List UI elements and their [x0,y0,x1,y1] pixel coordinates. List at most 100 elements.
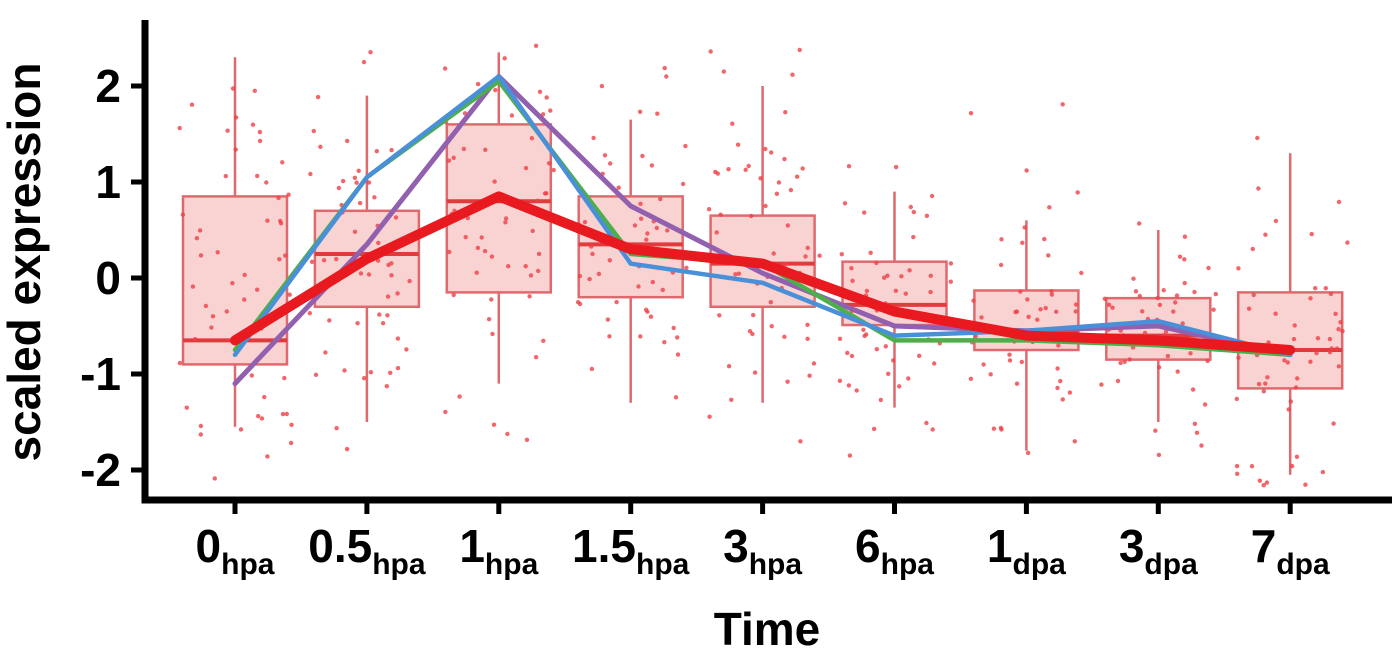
jitter-point [230,86,236,91]
jitter-point [1022,225,1027,230]
jitter-point [210,314,216,319]
jitter-point [224,309,229,314]
jitter-point [544,95,549,100]
jitter-point [505,431,510,437]
jitter-point [991,426,997,431]
jitter-point [747,329,753,334]
x-tick-unit: dpa [1276,548,1330,581]
jitter-point [362,376,367,381]
jitter-point [1202,402,1208,407]
jitter-point [803,254,808,259]
jitter-point [1058,378,1063,384]
jitter-point [971,298,976,303]
jitter-point [589,244,594,249]
jitter-point [1309,231,1314,237]
jitter-point [1025,297,1030,302]
jitter-point [769,324,774,329]
jitter-point [805,322,810,327]
jitter-point [1340,328,1345,334]
jitter-point [998,425,1004,431]
jitter-point [503,216,509,221]
jitter-point [1014,381,1020,386]
jitter-point [998,262,1004,268]
jitter-point [1110,305,1115,310]
y-tick-label: 2 [95,60,121,112]
jitter-point [1261,389,1267,394]
jitter-point [1251,292,1256,298]
jitter-point [907,268,912,273]
jitter-point [1320,469,1326,475]
jitter-point [1264,480,1270,485]
jitter-point [783,262,788,267]
jitter-point [1156,365,1162,370]
jitter-point [198,423,204,429]
series-lines-group [230,73,1296,387]
jitter-point [743,167,748,172]
jitter-point [1213,291,1219,297]
x-tick-unit: hpa [881,548,935,581]
jitter-point [189,102,195,107]
jitter-point [776,180,782,185]
jitter-point [446,158,452,163]
jitter-point [861,327,866,332]
jitter-point [968,111,974,116]
jitter-point [648,314,654,319]
jitter-point [847,453,853,458]
jitter-point [1314,350,1319,356]
jitter-point [662,65,667,71]
jitter-point [882,275,887,280]
jitter-point [463,234,468,240]
jitter-point [1199,443,1204,448]
jitter-point [225,128,230,133]
jitter-point [899,274,904,279]
jitter-point [336,185,342,191]
jitter-point [404,347,409,352]
x-tick-unit: hpa [372,548,426,581]
jitter-point [911,234,916,240]
jitter-point [223,173,228,179]
jitter-point [973,334,978,339]
jitter-point [490,331,495,337]
jitter-point [726,364,732,369]
jitter-point [489,254,495,259]
jitter-point [607,334,612,339]
jitter-point [758,176,763,181]
jitter-point [1236,355,1241,360]
jitter-point [608,161,613,166]
jitter-point [283,253,288,258]
jitter-point [1020,240,1025,245]
jitter-point [1007,352,1012,357]
jitter-point [749,213,754,219]
jitter-point [198,432,203,437]
jitter-point [868,250,873,255]
jitter-point [358,271,364,276]
jitter-point [523,264,528,269]
jitter-point [1192,421,1198,426]
x-tick-unit: hpa [485,548,539,581]
jitter-point [193,337,198,342]
jitter-point [850,278,855,283]
jitter-point [730,121,735,126]
jitter-point [707,414,712,419]
jitter-point [1293,385,1299,390]
jitter-point [680,181,686,187]
jitter-point [368,50,373,55]
jitter-point [1155,295,1161,301]
jitter-point [443,409,448,415]
jitter-point [368,370,374,375]
jitter-point [354,180,359,185]
jitter-point [928,273,933,278]
jitter-point [675,335,680,340]
x-tick-value: 3 [723,520,749,572]
jitter-point [461,146,467,152]
jitter-point [528,273,534,278]
jitter-point [948,279,953,284]
jitter-point [1173,300,1178,305]
jitter-point [493,87,498,93]
jitter-point [658,196,663,202]
jitter-point [1249,464,1255,469]
